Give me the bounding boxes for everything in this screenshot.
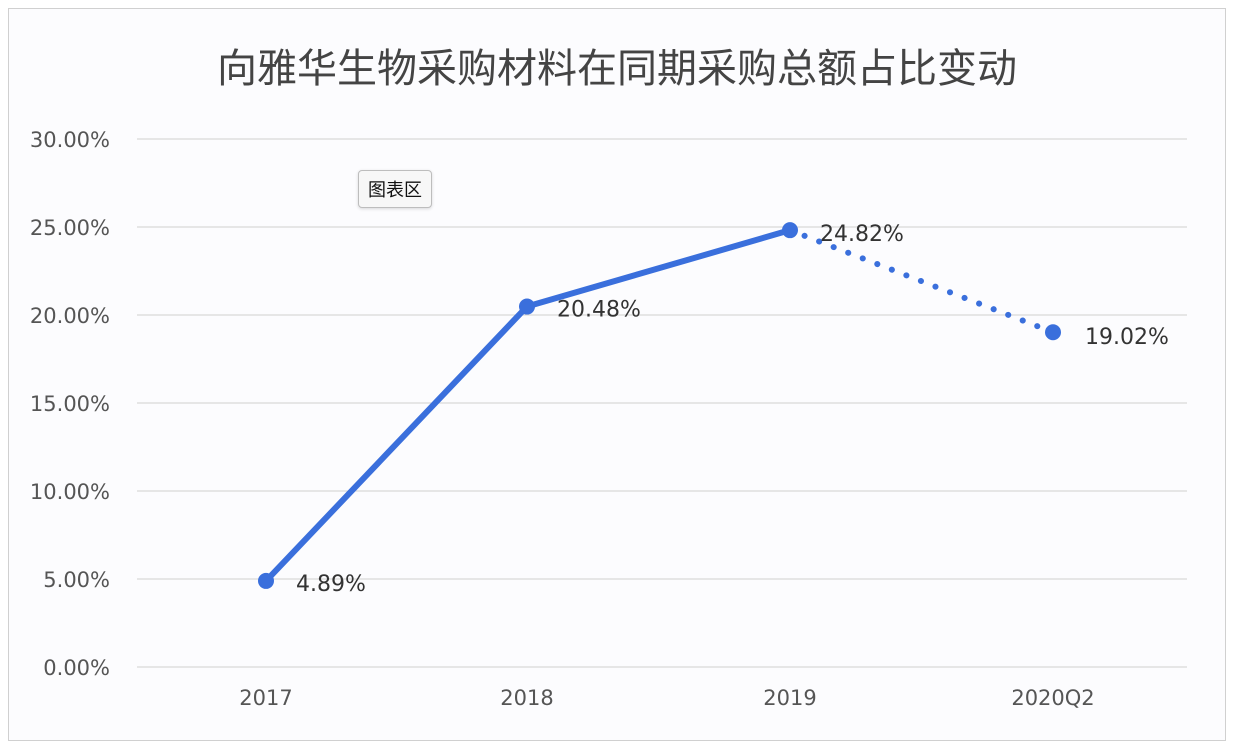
y-tick-label: 20.00% — [30, 304, 110, 328]
data-point — [782, 222, 798, 239]
chart-frame — [8, 8, 1226, 741]
y-tick-label: 5.00% — [43, 568, 110, 592]
chart-area-tooltip: 图表区 — [358, 170, 432, 208]
y-tick-label: 15.00% — [30, 392, 110, 416]
series-line-segment — [524, 227, 793, 310]
x-tick-label: 2017 — [239, 686, 292, 710]
series-line-segment — [787, 227, 1056, 336]
data-label: 4.89% — [296, 572, 366, 597]
x-tick-label: 2018 — [500, 686, 553, 710]
x-tick-label: 2019 — [763, 686, 816, 710]
x-tick-label: 2020Q2 — [1011, 686, 1094, 710]
data-label: 19.02% — [1085, 325, 1169, 350]
data-point — [1045, 324, 1061, 341]
data-point — [258, 572, 274, 589]
data-label: 20.48% — [557, 298, 641, 323]
data-point — [519, 298, 535, 315]
y-tick-label: 0.00% — [43, 656, 110, 680]
series-line-segment — [263, 303, 530, 584]
y-tick-label: 30.00% — [30, 128, 110, 152]
chart-title: 向雅华生物采购材料在同期采购总额占比变动 — [217, 46, 1017, 92]
y-tick-label: 10.00% — [30, 480, 110, 504]
y-tick-label: 25.00% — [30, 216, 110, 240]
data-label: 24.82% — [820, 222, 904, 247]
